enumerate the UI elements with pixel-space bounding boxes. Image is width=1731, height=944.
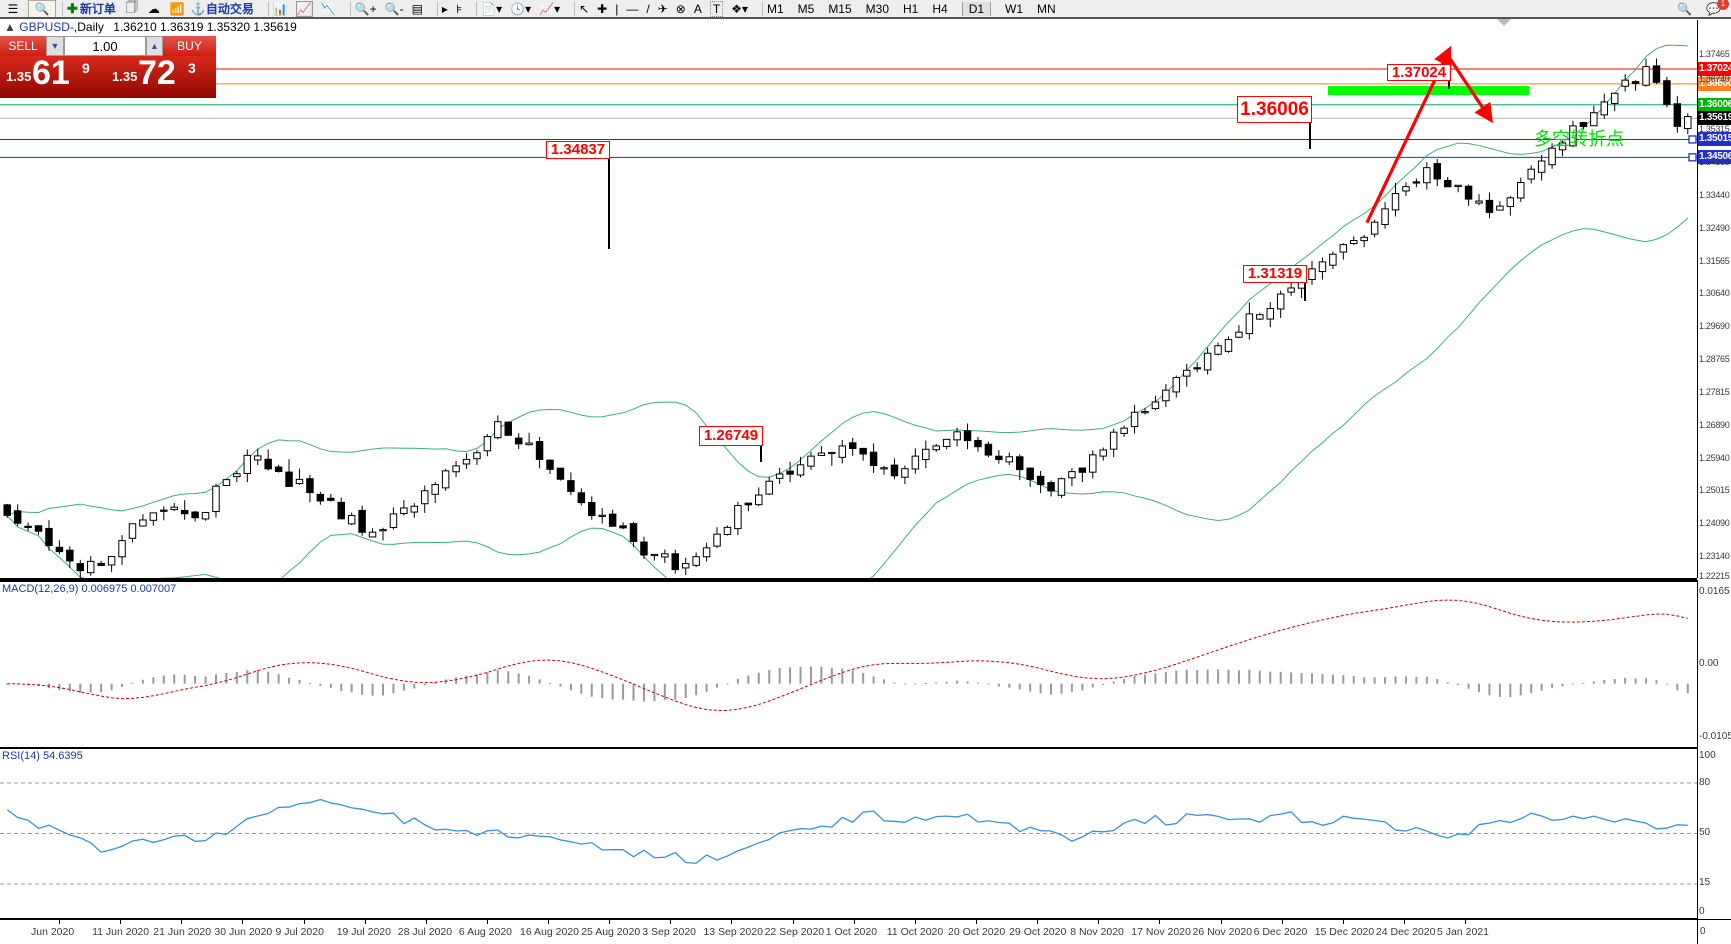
svg-text:多空转折点: 多空转折点 [1534, 129, 1624, 149]
